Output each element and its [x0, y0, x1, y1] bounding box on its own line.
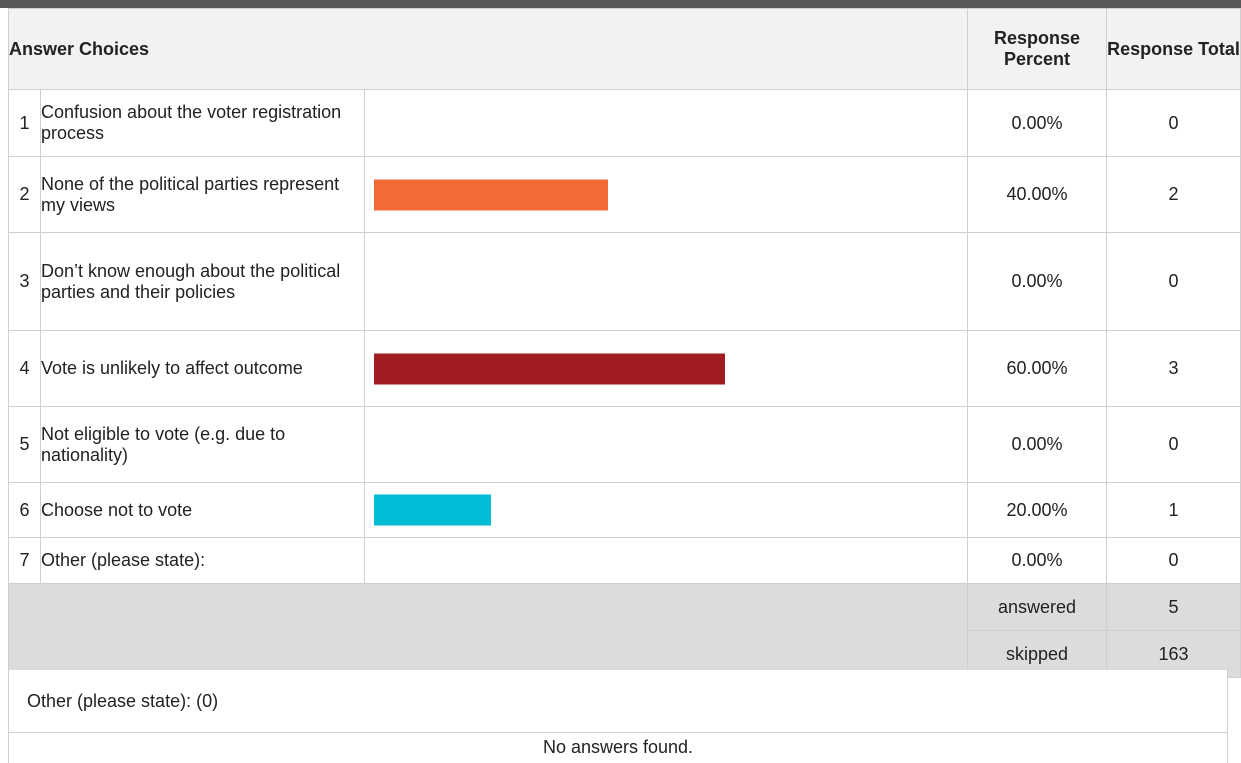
row-number: 3 — [8, 232, 41, 331]
response-percent: 60.00% — [967, 330, 1107, 407]
response-percent: 20.00% — [967, 482, 1107, 538]
table-row: 5 Not eligible to vote (e.g. due to nati… — [8, 406, 1241, 483]
response-percent: 0.00% — [967, 406, 1107, 483]
response-total: 0 — [1106, 406, 1241, 483]
bar-cell — [364, 156, 968, 233]
table-row: 7 Other (please state): 0.00% 0 — [8, 537, 1241, 584]
row-number: 2 — [8, 156, 41, 233]
response-total: 0 — [1106, 537, 1241, 584]
no-answers-message: No answers found. — [8, 732, 1228, 763]
answer-choices-header: Answer Choices — [8, 8, 968, 90]
answer-label: Other (please state): — [40, 537, 365, 584]
response-percent: 0.00% — [967, 232, 1107, 331]
response-bar — [374, 353, 725, 384]
bar-cell — [364, 482, 968, 538]
other-responses-section: Other (please state): (0) — [8, 670, 1228, 733]
response-percent: 0.00% — [967, 537, 1107, 584]
table-header-row: Answer Choices Response Percent Response… — [8, 8, 1241, 90]
row-number: 5 — [8, 406, 41, 483]
top-bar — [0, 0, 1241, 8]
table-row: 6 Choose not to vote 20.00% 1 — [8, 482, 1241, 538]
answered-label: answered — [967, 583, 1107, 631]
bar-cell — [364, 330, 968, 407]
bar-cell — [364, 89, 968, 157]
answer-label: Confusion about the voter registration p… — [40, 89, 365, 157]
response-bar — [374, 494, 491, 526]
survey-results-table: Answer Choices Response Percent Response… — [8, 8, 1241, 678]
response-percent: 40.00% — [967, 156, 1107, 233]
answer-label: Choose not to vote — [40, 482, 365, 538]
response-total: 3 — [1106, 330, 1241, 407]
bar-cell — [364, 537, 968, 584]
answer-label: Not eligible to vote (e.g. due to nation… — [40, 406, 365, 483]
response-percent-header: Response Percent — [967, 8, 1107, 90]
response-bar — [374, 179, 608, 210]
row-number: 1 — [8, 89, 41, 157]
response-total: 2 — [1106, 156, 1241, 233]
answer-label: Vote is unlikely to affect outcome — [40, 330, 365, 407]
response-total: 0 — [1106, 232, 1241, 331]
answer-label: Don’t know enough about the political pa… — [40, 232, 365, 331]
answer-label: None of the political parties represent … — [40, 156, 365, 233]
answered-count: 5 — [1106, 583, 1241, 631]
row-number: 4 — [8, 330, 41, 407]
bar-cell — [364, 232, 968, 331]
response-total-header: Response Total — [1106, 8, 1241, 90]
footer-spacer — [8, 583, 968, 678]
table-row: 3 Don’t know enough about the political … — [8, 232, 1241, 331]
table-row: 1 Confusion about the voter registration… — [8, 89, 1241, 157]
answered-row: answered 5 — [8, 583, 1241, 678]
row-number: 6 — [8, 482, 41, 538]
response-total: 1 — [1106, 482, 1241, 538]
response-percent: 0.00% — [967, 89, 1107, 157]
response-total: 0 — [1106, 89, 1241, 157]
other-responses-title: Other (please state): (0) — [27, 691, 219, 711]
row-number: 7 — [8, 537, 41, 584]
bar-cell — [364, 406, 968, 483]
table-row: 2 None of the political parties represen… — [8, 156, 1241, 233]
table-row: 4 Vote is unlikely to affect outcome 60.… — [8, 330, 1241, 407]
